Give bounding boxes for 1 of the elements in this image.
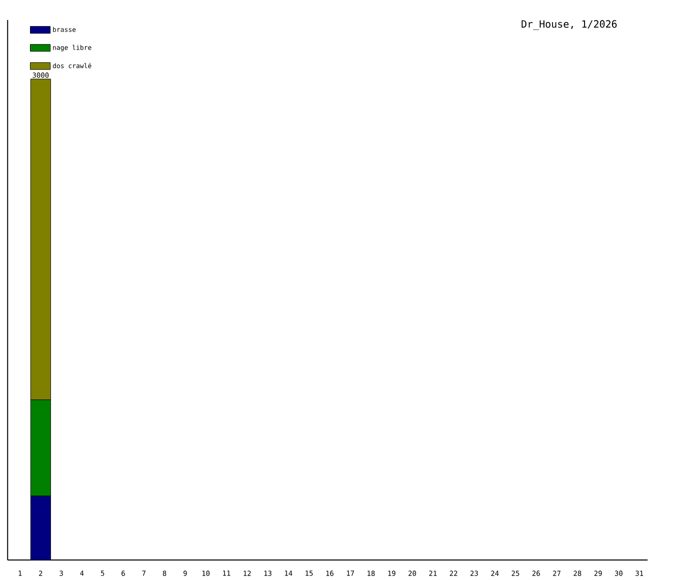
chart-title: Dr_House, 1/2026 xyxy=(522,20,617,30)
